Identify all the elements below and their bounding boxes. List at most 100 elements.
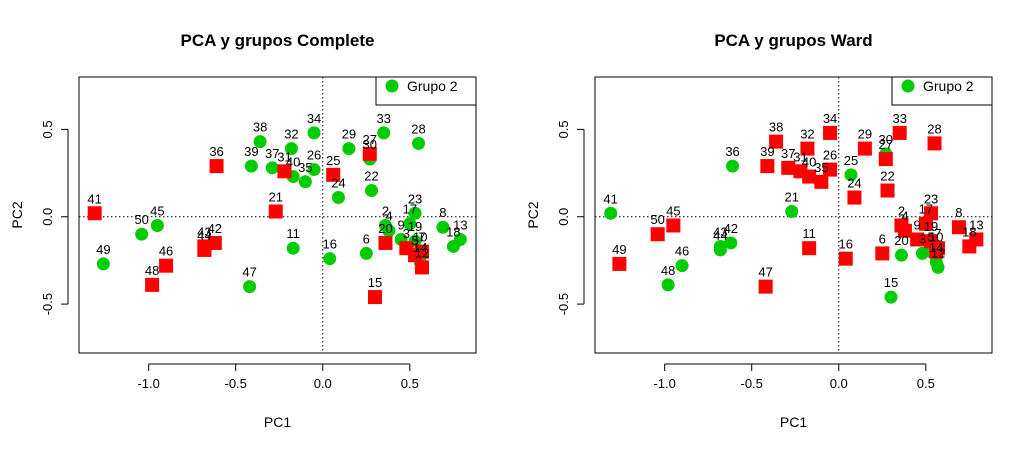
point-label: 16 xyxy=(323,237,337,252)
data-point-circle xyxy=(286,241,300,255)
data-point-square xyxy=(666,218,681,233)
data-point-square xyxy=(802,241,817,256)
point-label: 40 xyxy=(286,155,300,170)
point-label: 41 xyxy=(87,191,101,206)
point-label: 16 xyxy=(839,237,853,252)
y-axis-label: PC2 xyxy=(9,201,25,228)
point-label: 11 xyxy=(286,226,300,241)
x-axis-label: PC1 xyxy=(264,414,291,430)
data-point-square xyxy=(159,258,174,273)
point-label: 42 xyxy=(724,221,738,236)
data-point-circle xyxy=(604,206,618,220)
point-label: 11 xyxy=(802,226,816,241)
data-point-circle xyxy=(298,175,312,189)
point-label: 29 xyxy=(342,127,356,142)
data-point-circle xyxy=(446,239,460,253)
point-label: 23 xyxy=(924,191,938,206)
y-tick-label: 0.5 xyxy=(40,120,55,138)
point-label: 19 xyxy=(924,219,938,234)
data-point-circle xyxy=(436,220,450,234)
data-point-square xyxy=(962,239,977,254)
point-label: 33 xyxy=(376,111,390,126)
chart-panel-0: PCA y grupos Complete -1.0 -0.5 0.0 0.5 PC1 -0… xyxy=(9,31,477,430)
data-point-circle xyxy=(265,161,279,175)
data-point-square xyxy=(769,134,784,149)
point-label: 21 xyxy=(269,190,283,205)
data-point-square xyxy=(927,136,942,151)
data-point-circle xyxy=(323,252,337,266)
data-point-square xyxy=(145,277,160,292)
point-label: 39 xyxy=(760,144,774,159)
point-label: 9 xyxy=(398,217,405,232)
x-axis-label: PC1 xyxy=(780,414,807,430)
point-label: 28 xyxy=(927,121,941,136)
point-label: 17 xyxy=(403,202,417,217)
point-label: 15 xyxy=(884,275,898,290)
data-point-square xyxy=(87,206,102,221)
point-label: 39 xyxy=(244,144,258,159)
point-label: 48 xyxy=(145,263,159,278)
data-point-circle xyxy=(403,217,417,231)
point-label: 46 xyxy=(675,244,689,259)
data-point-circle xyxy=(307,163,321,177)
point-label: 34 xyxy=(823,111,837,126)
data-point-square xyxy=(880,183,895,198)
data-point-circle xyxy=(675,259,689,273)
point-label: 40 xyxy=(802,155,816,170)
data-point-square xyxy=(277,164,292,179)
data-point-circle xyxy=(726,159,740,173)
data-point-square xyxy=(362,146,377,161)
point-label: 26 xyxy=(307,148,321,163)
data-point-circle xyxy=(150,218,164,232)
data-point-circle xyxy=(307,126,321,140)
point-label: 36 xyxy=(725,144,739,159)
x-tick-label: -0.5 xyxy=(225,376,247,391)
point-label: 32 xyxy=(284,127,298,142)
point-label: 37 xyxy=(781,146,795,161)
chart-panel-1: PCA y grupos Ward -1.0 -0.5 0.0 0.5 PC1 -0.5 0.… xyxy=(525,31,993,430)
point-label: 20 xyxy=(894,233,908,248)
point-label: 47 xyxy=(242,265,256,280)
data-point-circle xyxy=(884,290,898,304)
point-label: 50 xyxy=(650,212,664,227)
point-label: 38 xyxy=(253,120,267,135)
legend: Grupo 2 xyxy=(891,76,993,106)
point-label: 4 xyxy=(385,209,392,224)
point-label: 2 xyxy=(898,203,905,218)
point-label: 26 xyxy=(823,148,837,163)
data-point-circle xyxy=(377,126,391,140)
point-label: 45 xyxy=(150,203,164,218)
point-label: 12 xyxy=(415,245,429,260)
data-point-square xyxy=(268,204,283,219)
data-point-square xyxy=(415,244,430,259)
point-label: 24 xyxy=(331,176,345,191)
data-point-square xyxy=(209,159,224,174)
data-point-circle xyxy=(244,159,258,173)
point-label: 22 xyxy=(364,169,378,184)
data-point-square xyxy=(802,169,817,184)
data-point-circle xyxy=(284,142,298,156)
point-label: 13 xyxy=(453,217,467,232)
data-point-circle xyxy=(894,248,908,262)
data-point-square xyxy=(857,141,872,156)
point-label: 9 xyxy=(914,217,921,232)
point-label: 44 xyxy=(713,228,727,243)
point-label: 41 xyxy=(603,191,617,206)
point-label: 27 xyxy=(879,137,893,152)
point-label: 38 xyxy=(769,120,783,135)
data-point-circle xyxy=(382,224,396,238)
legend-label: Grupo 2 xyxy=(923,78,974,94)
data-point-circle xyxy=(408,206,422,220)
point-label: 3 xyxy=(403,226,410,241)
data-point-square xyxy=(847,190,862,205)
point-label: 6 xyxy=(879,231,886,246)
data-point-circle xyxy=(253,135,267,149)
data-point-square xyxy=(931,241,946,256)
x-tick-label: 0.0 xyxy=(314,376,332,391)
point-label: 4 xyxy=(901,209,908,224)
point-label: 18 xyxy=(446,224,460,239)
data-point-circle xyxy=(844,168,858,182)
plot-frame xyxy=(78,76,477,354)
